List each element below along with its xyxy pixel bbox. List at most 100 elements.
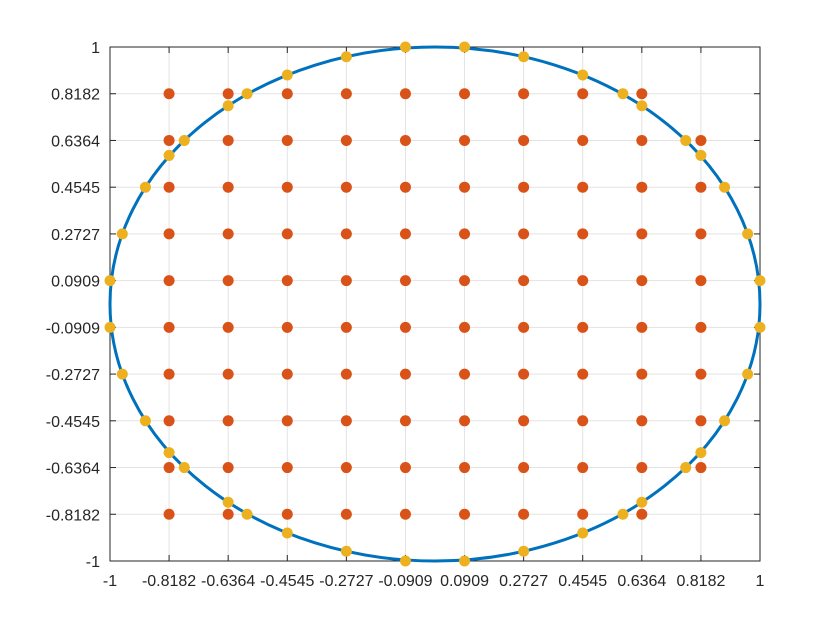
y-tick-label-3: -0.4545 (46, 414, 100, 431)
interior-point-90 (695, 134, 707, 146)
interior-point-38 (340, 462, 352, 474)
interior-point-25 (281, 321, 293, 333)
boundary-point-17 (742, 228, 754, 240)
interior-point-66 (518, 368, 530, 380)
interior-point-1 (163, 134, 175, 146)
interior-point-12 (222, 181, 234, 193)
interior-point-27 (281, 415, 293, 427)
boundary-point-38 (399, 555, 411, 567)
boundary-point-25 (719, 415, 731, 427)
interior-point-21 (281, 134, 293, 146)
interior-point-19 (222, 508, 234, 520)
boundary-curve-layer (108, 45, 762, 563)
interior-point-68 (518, 462, 530, 474)
interior-point-36 (340, 368, 352, 380)
y-tick-label-1: -0.8182 (46, 507, 100, 524)
interior-point-23 (281, 228, 293, 240)
axes-box (109, 46, 761, 562)
x-tick-label-5: -0.0909 (378, 573, 432, 590)
interior-point-26 (281, 368, 293, 380)
points-layer (104, 41, 766, 567)
x-tick-label-11: 1 (756, 573, 765, 590)
x-tick-label-10: 0.8182 (676, 573, 725, 590)
interior-point-6 (163, 368, 175, 380)
x-tick-label-8: 0.4545 (558, 573, 607, 590)
interior-point-57 (459, 415, 471, 427)
interior-point-9 (163, 508, 175, 520)
interior-point-7 (163, 415, 175, 427)
y-tick-label-2: -0.6364 (46, 461, 100, 478)
boundary-point-29 (680, 462, 692, 474)
interior-point-22 (281, 181, 293, 193)
interior-point-82 (636, 181, 648, 193)
y-tick-label-10: 0.8182 (51, 87, 100, 104)
interior-point-37 (340, 415, 352, 427)
interior-point-49 (399, 508, 411, 520)
interior-point-73 (577, 228, 589, 240)
interior-point-91 (695, 181, 707, 193)
boundary-point-16 (116, 228, 128, 240)
interior-point-48 (399, 462, 411, 474)
boundary-point-24 (139, 415, 151, 427)
interior-point-93 (695, 275, 707, 287)
interior-point-18 (222, 462, 234, 474)
boundary-point-35 (577, 527, 589, 539)
interior-point-64 (518, 275, 530, 287)
boundary-point-13 (695, 149, 707, 161)
interior-point-78 (577, 462, 589, 474)
x-tick-label-7: 0.2727 (499, 573, 548, 590)
interior-point-20 (281, 88, 293, 100)
boundary-point-10 (178, 134, 190, 146)
interior-point-53 (459, 228, 471, 240)
boundary-point-26 (163, 447, 175, 459)
interior-point-5 (163, 321, 175, 333)
interior-point-89 (636, 508, 648, 520)
x-tick-label-6: 0.0909 (440, 573, 489, 590)
tick-labels-layer: -1 -0.8182 -0.6364 -0.4545 -0.2727 -0.0909 0.0… (46, 40, 765, 590)
interior-point-43 (399, 228, 411, 240)
boundary-point-5 (577, 69, 589, 81)
interior-point-83 (636, 228, 648, 240)
interior-point-60 (518, 88, 530, 100)
interior-point-97 (695, 462, 707, 474)
y-tick-label-7: 0.2727 (51, 227, 100, 244)
interior-point-74 (577, 275, 589, 287)
interior-point-39 (340, 508, 352, 520)
interior-point-65 (518, 321, 530, 333)
boundary-point-0 (399, 41, 411, 53)
interior-point-54 (459, 275, 471, 287)
interior-point-87 (636, 415, 648, 427)
interior-point-67 (518, 415, 530, 427)
boundary-point-37 (518, 545, 530, 557)
x-tick-label-2: -0.6364 (201, 573, 255, 590)
boundary-point-30 (222, 496, 234, 508)
boundary-point-39 (459, 555, 471, 567)
interior-point-11 (222, 134, 234, 146)
boundary-point-11 (680, 134, 692, 146)
boundary-point-12 (163, 149, 175, 161)
y-tick-label-5: -0.0909 (46, 320, 100, 337)
axes-layer (109, 46, 761, 562)
interior-point-84 (636, 275, 648, 287)
boundary-point-1 (459, 41, 471, 53)
grid-layer (109, 46, 761, 562)
interior-point-16 (222, 368, 234, 380)
interior-point-61 (518, 134, 530, 146)
x-tick-label-3: -0.4545 (260, 573, 314, 590)
interior-point-76 (577, 368, 589, 380)
boundary-point-9 (636, 100, 648, 112)
interior-point-33 (340, 228, 352, 240)
boundary-point-7 (617, 88, 629, 100)
interior-point-72 (577, 181, 589, 193)
interior-point-55 (459, 321, 471, 333)
boundary-point-14 (139, 181, 151, 193)
boundary-point-23 (742, 368, 754, 380)
y-tick-label-8: 0.4545 (51, 180, 100, 197)
interior-point-92 (695, 228, 707, 240)
interior-point-52 (459, 181, 471, 193)
interior-point-31 (340, 134, 352, 146)
boundary-point-19 (754, 275, 766, 287)
boundary-point-4 (281, 69, 293, 81)
y-tick-label-9: 0.6364 (51, 133, 100, 150)
